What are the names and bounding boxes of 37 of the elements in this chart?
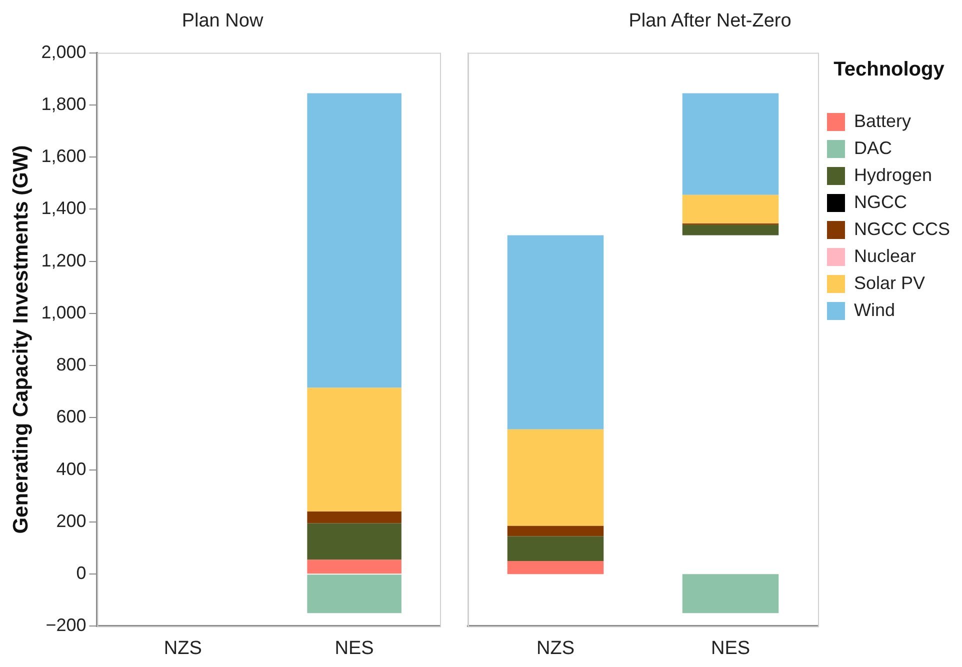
y-tick-label: 2,000 [41, 42, 86, 62]
x-tick-label: NES [710, 638, 750, 659]
bar [507, 429, 604, 526]
x-tick-label: NZS [164, 638, 202, 659]
legend-label: DAC [854, 138, 892, 158]
y-tick-label: −200 [46, 615, 86, 636]
y-tick-label: 0 [76, 563, 86, 584]
legend-label: NGCC [854, 192, 907, 212]
y-tick-label: 600 [56, 406, 86, 427]
legend-label: Solar PV [854, 272, 926, 293]
x-tick-label: NES [334, 638, 374, 659]
y-tick-label: 1,400 [41, 198, 86, 218]
chart-title: Plan After Net-Zero [628, 10, 792, 32]
x-tick-label: NZS [536, 638, 574, 659]
y-tick-label: 400 [56, 458, 86, 479]
bar [507, 536, 604, 562]
y-tick-label: 1,600 [41, 146, 86, 166]
legend-title: Technology [834, 58, 946, 81]
bar [682, 93, 779, 195]
bar [507, 561, 604, 574]
y-tick-label: 1,000 [41, 302, 86, 322]
chart-title: Plan Now [182, 10, 264, 32]
y-tick-label: 1,800 [41, 94, 86, 114]
legend-label: Wind [854, 300, 896, 320]
bar [682, 224, 779, 236]
y-axis-title: Generating Capacity Investments (GW) [9, 145, 32, 534]
y-tick-label: 1,200 [41, 250, 86, 270]
legend-label: Nuclear [854, 246, 916, 266]
legend-label: NGCC CCS [854, 218, 950, 239]
bar [682, 574, 779, 614]
legend-label: Battery [854, 110, 912, 131]
bar [507, 235, 604, 430]
y-tick-label: 800 [56, 354, 86, 375]
bar [682, 194, 779, 224]
bar [507, 526, 604, 536]
y-tick-label: 200 [56, 510, 86, 531]
legend-label: Hydrogen [854, 164, 932, 185]
